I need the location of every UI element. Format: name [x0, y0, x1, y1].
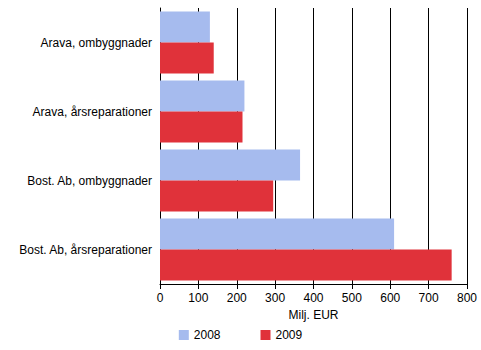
- svg-text:Milj. EUR: Milj. EUR: [289, 308, 339, 322]
- svg-text:200: 200: [227, 291, 247, 305]
- svg-text:800: 800: [457, 291, 477, 305]
- svg-text:700: 700: [419, 291, 439, 305]
- svg-text:100: 100: [188, 291, 208, 305]
- svg-text:Arava, ombyggnader: Arava, ombyggnader: [41, 36, 152, 50]
- svg-text:Bost. Ab, ombyggnader: Bost. Ab, ombyggnader: [27, 174, 152, 188]
- svg-text:300: 300: [265, 291, 285, 305]
- svg-text:Bost. Ab, årsreparationer: Bost. Ab, årsreparationer: [19, 243, 152, 257]
- svg-text:0: 0: [157, 291, 164, 305]
- svg-text:600: 600: [380, 291, 400, 305]
- svg-text:500: 500: [342, 291, 362, 305]
- svg-text:2008: 2008: [194, 328, 221, 342]
- svg-text:2009: 2009: [276, 328, 303, 342]
- svg-text:Arava, årsreparationer: Arava, årsreparationer: [33, 105, 152, 119]
- svg-text:400: 400: [303, 291, 323, 305]
